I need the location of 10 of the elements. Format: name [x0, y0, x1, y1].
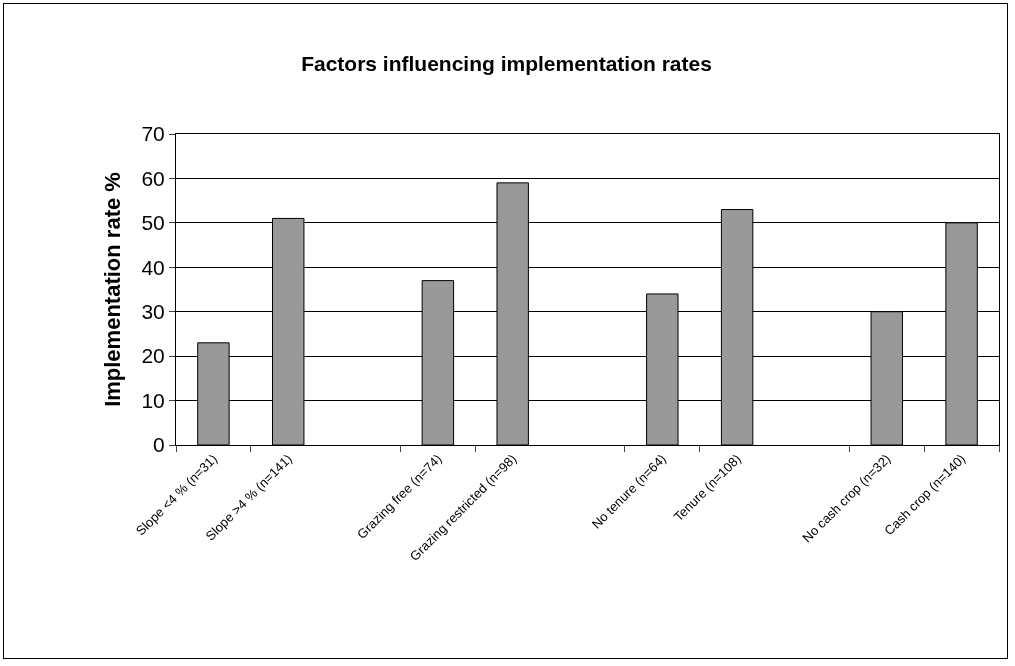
y-tick-label: 60 — [141, 166, 165, 190]
y-tick-label: 10 — [141, 388, 165, 412]
y-tick-label: 0 — [153, 433, 165, 457]
y-tick-label: 70 — [141, 122, 165, 146]
chart-title: Factors influencing implementation rates — [301, 52, 712, 76]
y-axis-title: Implementation rate % — [100, 172, 126, 407]
y-tick-label: 50 — [141, 211, 165, 235]
y-tick-label: 40 — [141, 255, 165, 279]
y-tick-label: 20 — [141, 344, 165, 368]
y-tick-label: 30 — [141, 300, 165, 324]
